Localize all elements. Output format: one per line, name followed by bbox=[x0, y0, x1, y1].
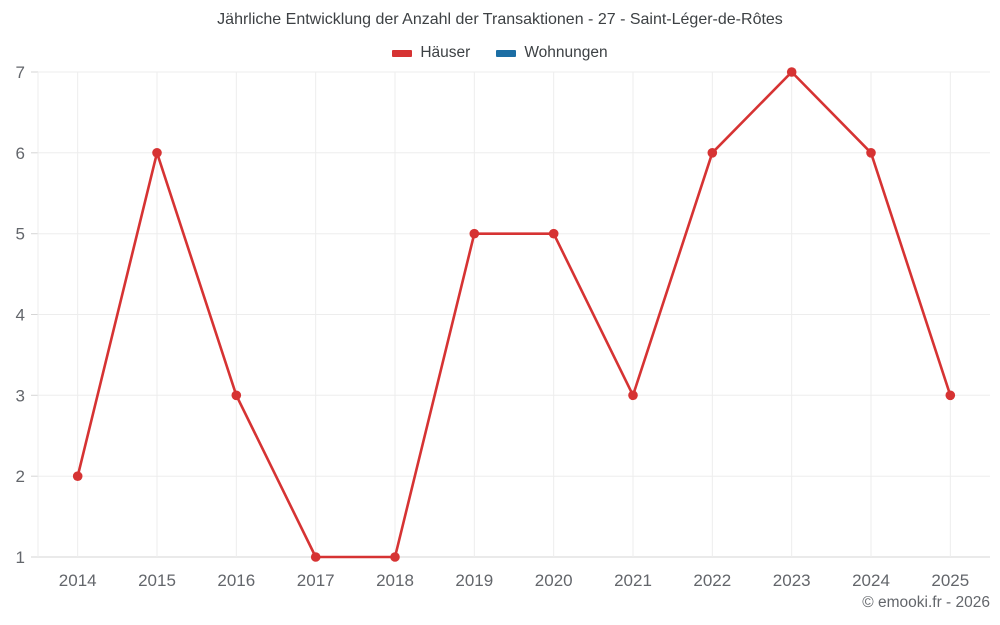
data-point[interactable] bbox=[548, 228, 559, 239]
data-point[interactable] bbox=[390, 552, 400, 562]
chart-legend: Häuser Wohnungen bbox=[0, 44, 1000, 62]
x-tick-label: 2018 bbox=[376, 571, 414, 590]
x-tick-label: 2016 bbox=[217, 571, 255, 590]
legend-label-haeuser: Häuser bbox=[420, 44, 471, 61]
y-tick-label: 4 bbox=[16, 306, 25, 325]
x-tick-label: 2022 bbox=[693, 571, 731, 590]
y-tick-label: 1 bbox=[16, 548, 25, 567]
x-tick-label: 2015 bbox=[138, 571, 176, 590]
data-point[interactable] bbox=[786, 67, 797, 77]
x-tick-label: 2025 bbox=[931, 571, 969, 590]
data-point[interactable] bbox=[310, 552, 321, 562]
data-point[interactable] bbox=[152, 148, 162, 158]
y-tick-label: 3 bbox=[16, 386, 25, 405]
data-point[interactable] bbox=[945, 390, 956, 401]
x-tick-label: 2020 bbox=[535, 571, 573, 590]
data-point[interactable] bbox=[231, 390, 242, 401]
legend-item-haeuser[interactable]: Häuser bbox=[392, 44, 470, 62]
y-tick-label: 5 bbox=[16, 225, 25, 244]
legend-label-wohnungen: Wohnungen bbox=[524, 44, 608, 61]
y-tick-label: 2 bbox=[16, 467, 25, 486]
x-tick-label: 2023 bbox=[773, 571, 811, 590]
data-point[interactable] bbox=[628, 390, 638, 401]
y-tick-label: 7 bbox=[16, 63, 25, 82]
legend-item-wohnungen[interactable]: Wohnungen bbox=[496, 44, 608, 62]
series-line bbox=[76, 70, 952, 559]
x-tick-label: 2014 bbox=[59, 571, 97, 590]
data-point[interactable] bbox=[866, 148, 876, 158]
data-point[interactable] bbox=[469, 228, 480, 239]
x-tick-label: 2017 bbox=[297, 571, 335, 590]
chart-title: Jährliche Entwicklung der Anzahl der Tra… bbox=[217, 11, 783, 28]
data-point[interactable] bbox=[707, 148, 718, 158]
legend-swatch-haeuser bbox=[392, 49, 413, 57]
y-tick-label: 6 bbox=[16, 144, 25, 163]
legend-swatch-wohnungen bbox=[496, 49, 517, 57]
copyright-footer: © emooki.fr - 2026 bbox=[862, 594, 990, 611]
x-tick-label: 2021 bbox=[614, 571, 652, 590]
data-point[interactable] bbox=[72, 471, 83, 482]
x-tick-label: 2024 bbox=[852, 571, 890, 590]
x-tick-label: 2019 bbox=[455, 571, 493, 590]
